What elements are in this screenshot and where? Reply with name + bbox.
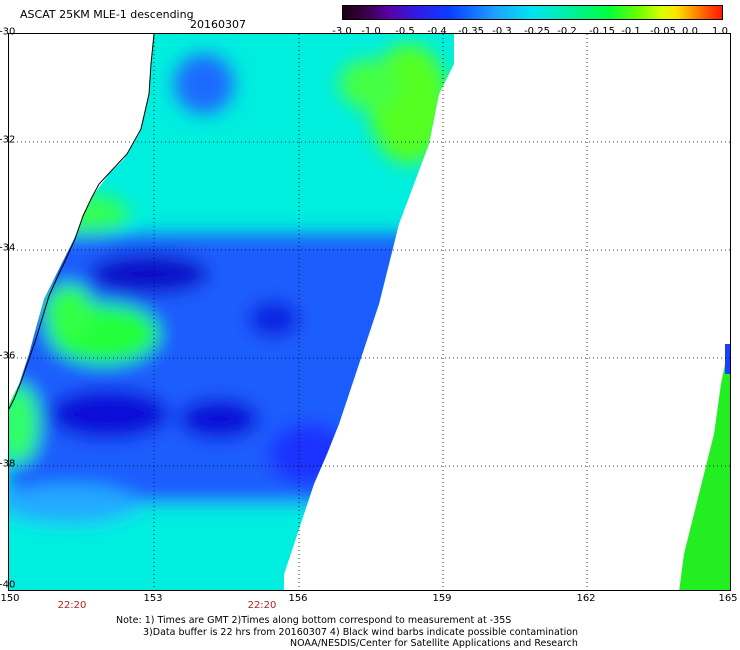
lon-label: 156 bbox=[288, 593, 308, 604]
map-panel bbox=[8, 33, 731, 591]
lat-label: -36 bbox=[0, 350, 16, 362]
map-title: ASCAT 25KM MLE-1 descending bbox=[20, 8, 194, 21]
colorbar-tick: -0.1 bbox=[621, 26, 641, 37]
lon-label: 153 bbox=[143, 593, 163, 604]
note-line-3: NOAA/NESDIS/Center for Satellite Applica… bbox=[290, 638, 578, 649]
colorbar-tick: -0.3 bbox=[492, 26, 512, 37]
map-date: 20160307 bbox=[190, 18, 246, 31]
graticule bbox=[9, 34, 730, 590]
colorbar-tick: 1.0 bbox=[712, 26, 728, 37]
colorbar-tick: -0.15 bbox=[589, 26, 615, 37]
note-line-2: 3)Data buffer is 22 hrs from 20160307 4)… bbox=[143, 627, 579, 638]
colorbar bbox=[342, 5, 723, 20]
lat-label: -34 bbox=[0, 242, 16, 254]
coastline bbox=[9, 34, 155, 410]
colorbar-tick: -0.35 bbox=[458, 26, 484, 37]
time-label: 22:20 bbox=[57, 600, 87, 611]
colorbar-tick: 0.0 bbox=[682, 26, 698, 37]
colorbar-tick: -1.0 bbox=[361, 26, 381, 37]
colorbar-tick: -0.2 bbox=[557, 26, 577, 37]
lat-label: -40 bbox=[0, 579, 16, 591]
lon-label: 159 bbox=[432, 593, 452, 604]
map-canvas bbox=[9, 34, 730, 590]
colorbar-tick: -0.4 bbox=[427, 26, 447, 37]
lon-label: 150 bbox=[0, 593, 20, 604]
colorbar-tick: -3.0 bbox=[332, 26, 352, 37]
note-line-1: Note: 1) Times are GMT 2)Times along bot… bbox=[116, 615, 512, 626]
lat-label: -30 bbox=[0, 26, 16, 38]
time-label: 22:20 bbox=[247, 600, 277, 611]
colorbar-tick: -0.5 bbox=[395, 26, 415, 37]
swath-right bbox=[679, 344, 730, 590]
lat-label: -32 bbox=[0, 134, 16, 146]
lon-label: 165 bbox=[718, 593, 738, 604]
lon-label: 162 bbox=[576, 593, 596, 604]
lat-label: -38 bbox=[0, 458, 16, 470]
colorbar-tick: -0.25 bbox=[524, 26, 550, 37]
colorbar-tick: -0.05 bbox=[650, 26, 676, 37]
